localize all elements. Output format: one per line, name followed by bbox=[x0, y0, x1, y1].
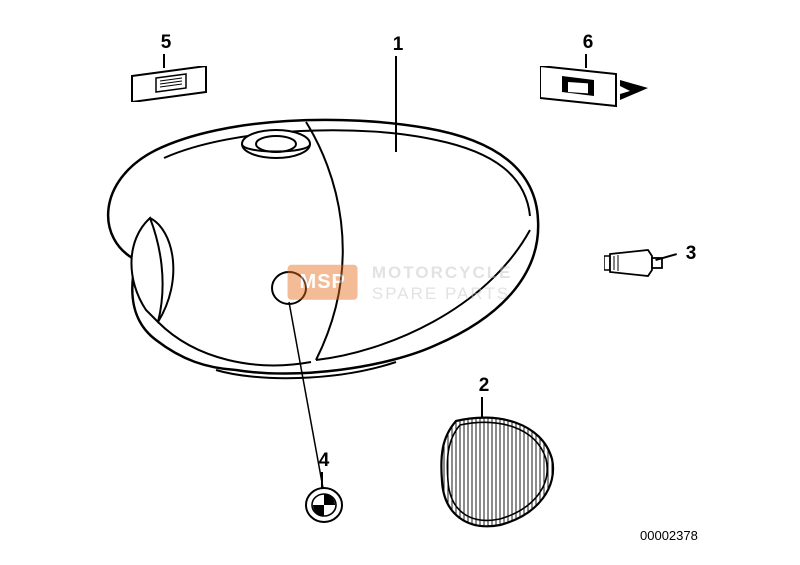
watermark-line1: MOTORCYCLE bbox=[372, 261, 513, 282]
callout-4: 4 bbox=[314, 450, 334, 472]
callout-line-1 bbox=[395, 56, 397, 152]
adhesive-tube bbox=[604, 246, 666, 280]
callout-line-6 bbox=[585, 54, 587, 68]
watermark-badge: MSP bbox=[288, 265, 358, 300]
knee-pad bbox=[438, 415, 558, 530]
callout-2: 2 bbox=[474, 375, 494, 397]
callout-5: 5 bbox=[156, 32, 176, 54]
parts-diagram-canvas: MSP MOTORCYCLE SPARE PARTS 1 2 3 4 5 6 000023… bbox=[0, 0, 800, 565]
watermark-line2: SPARE PARTS bbox=[372, 283, 513, 304]
callout-line-4 bbox=[321, 472, 323, 488]
watermark: MSP MOTORCYCLE SPARE PARTS bbox=[288, 261, 513, 304]
callout-line-2 bbox=[481, 397, 483, 418]
drawing-id: 00002378 bbox=[640, 528, 698, 543]
watermark-text: MOTORCYCLE SPARE PARTS bbox=[372, 261, 513, 304]
emblem-badge bbox=[305, 486, 343, 524]
callout-1: 1 bbox=[388, 34, 408, 56]
callout-3: 3 bbox=[681, 243, 701, 265]
callout-line-5 bbox=[163, 54, 165, 68]
callout-6: 6 bbox=[578, 32, 598, 54]
